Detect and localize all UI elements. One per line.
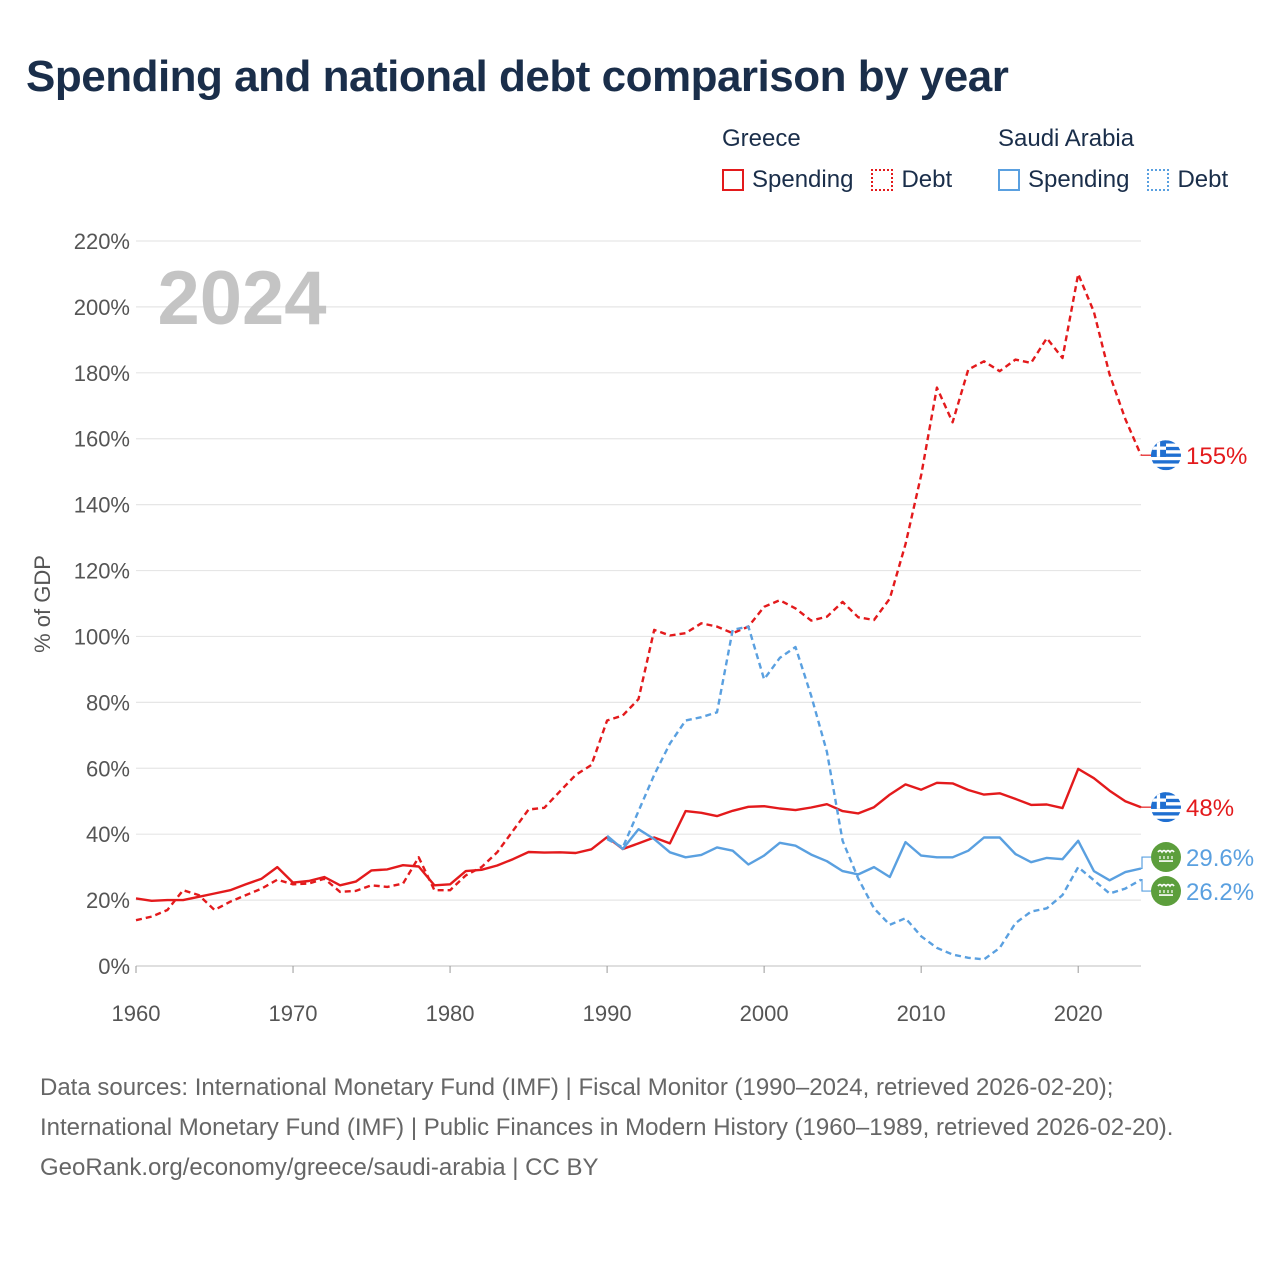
end-leader-line xyxy=(1141,879,1151,892)
x-tick-label: 1970 xyxy=(269,1001,318,1026)
x-tick-label: 1960 xyxy=(112,1001,161,1026)
y-tick-label: 0% xyxy=(98,954,130,979)
dotted-swatch-icon xyxy=(1147,169,1170,191)
legend-item-saudi-spending[interactable]: Spending xyxy=(998,166,1129,194)
chart-title: Spending and national debt comparison by… xyxy=(26,52,1009,101)
y-tick-label: 160% xyxy=(74,427,130,452)
y-tick-label: 140% xyxy=(74,493,130,518)
end-value-label: 29.6% xyxy=(1186,845,1254,872)
x-tick-label: 1980 xyxy=(426,1001,475,1026)
y-tick-label: 20% xyxy=(86,888,130,913)
end-value-label: 26.2% xyxy=(1186,879,1254,906)
legend-item-greece-debt[interactable]: Debt xyxy=(871,166,952,194)
solid-swatch-icon xyxy=(722,169,744,191)
y-tick-label: 60% xyxy=(86,756,130,781)
series-line-saudi-arabia-debt[interactable] xyxy=(606,625,1142,961)
y-tick-label: 120% xyxy=(74,559,130,584)
legend-item-saudi-debt[interactable]: Debt xyxy=(1147,166,1228,194)
end-leader-line xyxy=(1141,856,1151,870)
saudi-arabia-flag-icon xyxy=(1151,876,1181,907)
legend-item-greece-spending[interactable]: Spending xyxy=(722,166,853,194)
greece-flag-icon xyxy=(1151,440,1181,471)
dotted-swatch-icon xyxy=(871,169,894,191)
legend-group-title: Greece xyxy=(722,125,801,152)
year-watermark: 2024 xyxy=(157,256,326,341)
series-line-saudi-arabia-spending[interactable] xyxy=(606,828,1142,882)
y-tick-label: 40% xyxy=(86,822,130,847)
x-tick-label: 1990 xyxy=(583,1001,632,1026)
legend-item-label: Debt xyxy=(901,166,953,193)
y-tick-label: 100% xyxy=(74,624,130,649)
legend-group-saudi-arabia: Saudi Arabia Spending Debt xyxy=(998,124,1246,194)
x-tick-label: 2020 xyxy=(1054,1001,1103,1026)
legend-group-greece: Greece Spending Debt xyxy=(722,124,970,194)
y-tick-label: 80% xyxy=(86,690,130,715)
y-tick-label: 220% xyxy=(74,229,130,254)
x-tick-label: 2010 xyxy=(897,1001,946,1026)
series-line-greece-debt[interactable] xyxy=(135,272,1143,922)
y-axis-label: % of GDP xyxy=(30,555,55,653)
y-tick-label: 180% xyxy=(74,361,130,386)
solid-swatch-icon xyxy=(998,169,1020,191)
y-tick-label: 200% xyxy=(74,295,130,320)
credit-link[interactable]: GeoRank.org/economy/greece/saudi-arabia … xyxy=(40,1154,599,1181)
footer: Data sources: International Monetary Fun… xyxy=(40,1068,1240,1188)
x-tick-label: 2000 xyxy=(740,1001,789,1026)
line-chart: 2024 % of GDP 0% 20% 40% 60% 80% 100% 120% 140%… xyxy=(30,229,1254,1026)
series-line-greece-spending[interactable] xyxy=(135,767,1142,902)
data-sources: Data sources: International Monetary Fun… xyxy=(40,1074,1174,1141)
legend-item-label: Debt xyxy=(1177,166,1229,193)
legend-group-title: Saudi Arabia xyxy=(998,125,1135,152)
legend-item-label: Spending xyxy=(1028,166,1130,193)
end-value-label: 48% xyxy=(1186,795,1234,822)
greece-flag-icon xyxy=(1151,792,1181,823)
legend-item-label: Spending xyxy=(752,166,854,193)
saudi-arabia-flag-icon xyxy=(1151,842,1181,873)
end-value-label: 155% xyxy=(1186,443,1247,470)
